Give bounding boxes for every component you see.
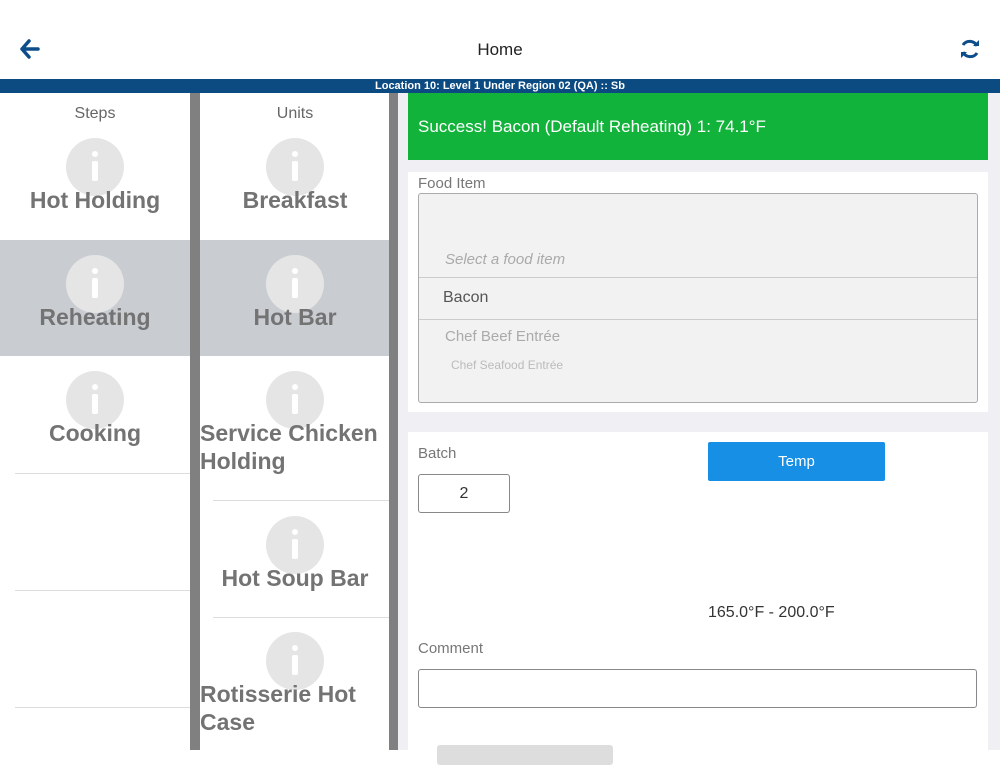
food-item-card: Food Item Select a food item Bacon Chef … bbox=[408, 172, 988, 412]
divider bbox=[389, 93, 398, 750]
item-label: Hot Soup Bar bbox=[221, 565, 369, 591]
picker-option[interactable]: Chef Seafood Entrée bbox=[451, 358, 564, 372]
units-list: Units Breakfast Hot Bar Service Chicken Ho… bbox=[200, 93, 389, 750]
location-bar: Location 10: Level 1 Under Region 02 (QA… bbox=[0, 79, 1000, 93]
list-title: Units bbox=[276, 105, 314, 122]
temp-range: 165.0°F - 200.0°F bbox=[708, 604, 835, 621]
separator bbox=[213, 617, 389, 618]
comment-input[interactable] bbox=[418, 669, 977, 708]
success-alert: Success! Bacon (Default Reheating) 1: 74… bbox=[408, 93, 988, 160]
info-icon bbox=[266, 371, 324, 429]
list-title: Steps bbox=[74, 105, 116, 122]
info-icon bbox=[66, 371, 124, 429]
top-bar: Home bbox=[0, 0, 1000, 79]
food-picker[interactable]: Select a food item Bacon Chef Beef Entré… bbox=[418, 193, 978, 403]
list-item[interactable]: Hot Holding bbox=[0, 93, 190, 239]
list-item[interactable]: Service Chicken Holding bbox=[200, 326, 389, 474]
refresh-button[interactable] bbox=[959, 38, 981, 60]
info-icon bbox=[266, 632, 324, 690]
info-icon bbox=[66, 138, 124, 196]
picker-placeholder: Select a food item bbox=[445, 251, 566, 268]
item-label: Rotisserie Hot Case bbox=[200, 681, 356, 735]
separator bbox=[15, 707, 190, 708]
separator bbox=[213, 500, 389, 501]
back-button[interactable] bbox=[20, 39, 40, 59]
list-item[interactable]: Breakfast bbox=[200, 93, 389, 239]
item-label: Service Chicken Holding bbox=[200, 420, 378, 474]
item-label: Cooking bbox=[49, 420, 141, 446]
field-label: Batch bbox=[418, 445, 457, 462]
field-label: Food Item bbox=[418, 175, 486, 192]
divider bbox=[190, 93, 200, 750]
page-title: Home bbox=[477, 40, 523, 59]
list-item[interactable]: Hot Soup Bar bbox=[200, 471, 389, 617]
list-item[interactable]: Cooking bbox=[0, 326, 190, 472]
save-button[interactable] bbox=[437, 745, 613, 765]
list-item[interactable]: Rotisserie Hot Case bbox=[200, 587, 389, 735]
info-icon bbox=[266, 255, 324, 313]
detail-panel: Success! Bacon (Default Reheating) 1: 74… bbox=[398, 93, 1000, 765]
info-icon bbox=[266, 138, 324, 196]
temp-button[interactable]: Temp bbox=[708, 442, 885, 481]
batch-card: Batch 2 Temp 165.0°F - 200.0°F Comment bbox=[408, 432, 988, 765]
list-item[interactable]: Hot Bar bbox=[200, 240, 389, 356]
batch-input[interactable]: 2 bbox=[418, 474, 510, 513]
item-label: Hot Bar bbox=[253, 304, 337, 330]
list-item[interactable]: Reheating bbox=[0, 240, 190, 356]
item-label: Hot Holding bbox=[29, 187, 161, 213]
field-label: Comment bbox=[418, 640, 484, 657]
picker-option[interactable]: Chef Beef Entrée bbox=[445, 328, 561, 345]
steps-list: Steps Hot Holding Reheating Cooking bbox=[0, 93, 190, 750]
separator bbox=[15, 473, 190, 474]
info-icon bbox=[266, 516, 324, 574]
item-label: Reheating bbox=[39, 304, 151, 330]
info-icon bbox=[66, 255, 124, 313]
item-label: Breakfast bbox=[242, 187, 348, 213]
separator bbox=[15, 590, 190, 591]
picker-option[interactable]: Bacon bbox=[443, 289, 489, 306]
